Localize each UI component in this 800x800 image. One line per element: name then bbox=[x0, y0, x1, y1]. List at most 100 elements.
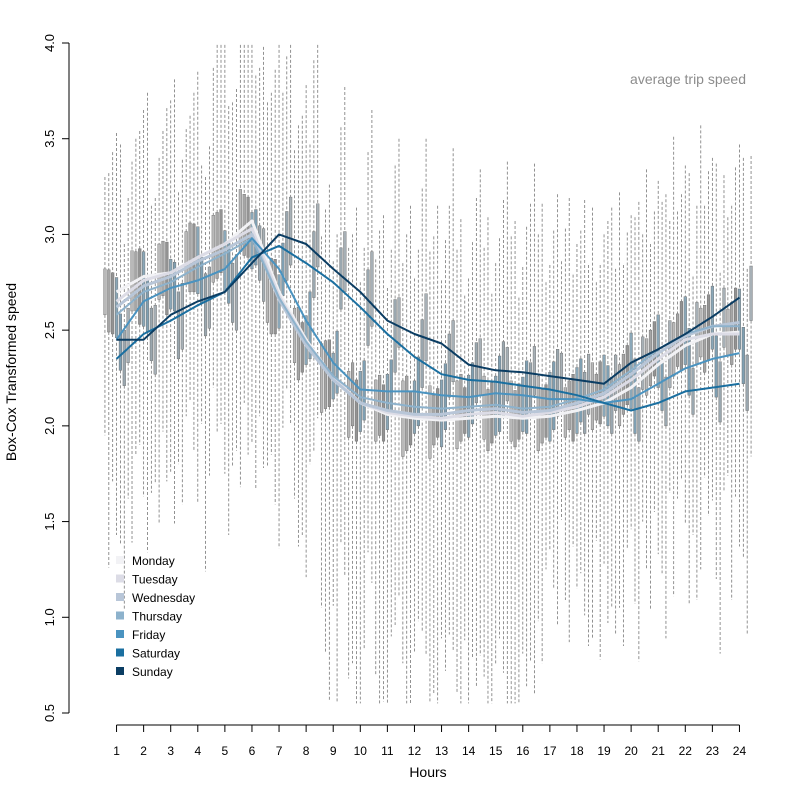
box bbox=[602, 354, 606, 417]
box bbox=[142, 251, 146, 327]
x-tick-label: 16 bbox=[516, 744, 530, 758]
box bbox=[443, 363, 447, 430]
x-tick-label: 14 bbox=[462, 744, 476, 758]
x-tick-label: 18 bbox=[570, 744, 584, 758]
y-tick-label: 3.0 bbox=[42, 225, 57, 243]
box bbox=[482, 375, 486, 440]
legend-swatch bbox=[116, 630, 124, 638]
legend-label: Monday bbox=[132, 554, 175, 568]
box bbox=[169, 259, 173, 310]
box bbox=[556, 349, 560, 417]
y-tick-label: 4.0 bbox=[42, 34, 57, 52]
x-tick-label: 22 bbox=[679, 744, 693, 758]
box bbox=[188, 222, 192, 293]
y-axis-label: Box-Cox Transformed speed bbox=[3, 283, 19, 461]
series-line-friday bbox=[115, 237, 740, 404]
box bbox=[269, 258, 273, 335]
box bbox=[122, 329, 126, 386]
x-tick-label: 1 bbox=[113, 744, 120, 758]
series-lines bbox=[115, 219, 741, 422]
legend-swatch bbox=[116, 574, 124, 583]
x-tick-label: 11 bbox=[381, 744, 394, 758]
series-line-sunday bbox=[116, 233, 741, 385]
boxplot-layer bbox=[103, 44, 753, 704]
box bbox=[474, 342, 478, 404]
box bbox=[579, 358, 583, 423]
x-tick-label: 12 bbox=[408, 744, 422, 758]
legend-label: Wednesday bbox=[132, 591, 195, 605]
y-tick-label: 1.5 bbox=[42, 513, 57, 531]
x-ticks: 1 2 3 4 5 6 7 8 9 10 11 12 13 14 15 16 17 18 19 20 21 22 23 24 bbox=[113, 725, 746, 758]
box bbox=[749, 265, 753, 321]
x-tick-label: 23 bbox=[706, 744, 720, 758]
legend-label: Friday bbox=[132, 628, 165, 642]
box bbox=[219, 209, 223, 273]
x-tick-label: 10 bbox=[354, 744, 368, 758]
legend-swatch bbox=[116, 648, 124, 657]
box bbox=[157, 243, 161, 300]
legend-swatch bbox=[116, 556, 124, 564]
box bbox=[521, 376, 525, 432]
box bbox=[184, 231, 188, 285]
box bbox=[734, 287, 738, 350]
box bbox=[180, 283, 184, 350]
x-tick-label: 24 bbox=[733, 744, 747, 758]
box bbox=[428, 385, 432, 459]
box bbox=[741, 327, 745, 384]
legend-swatch bbox=[116, 611, 124, 620]
legend-label: Sunday bbox=[132, 665, 173, 679]
x-tick-label: 20 bbox=[624, 744, 638, 758]
box bbox=[714, 335, 718, 398]
chart-title: average trip speed bbox=[630, 71, 746, 87]
x-tick-label: 17 bbox=[543, 744, 557, 758]
x-tick-label: 4 bbox=[194, 744, 201, 758]
x-tick-label: 2 bbox=[140, 744, 147, 758]
box bbox=[393, 299, 397, 373]
box bbox=[737, 288, 742, 350]
box bbox=[447, 333, 451, 398]
box bbox=[745, 354, 749, 411]
legend-swatch bbox=[116, 593, 124, 601]
box bbox=[292, 307, 297, 363]
y-tick-label: 2.5 bbox=[42, 321, 57, 339]
y-tick-label: 0.5 bbox=[42, 704, 57, 722]
box bbox=[231, 262, 235, 323]
box bbox=[397, 297, 401, 348]
box bbox=[424, 293, 428, 361]
box bbox=[683, 296, 687, 365]
y-tick-label: 3.5 bbox=[42, 130, 57, 148]
box bbox=[316, 203, 320, 268]
box bbox=[335, 330, 339, 394]
x-tick-label: 13 bbox=[435, 744, 449, 758]
box bbox=[552, 361, 556, 430]
box bbox=[637, 387, 641, 442]
box bbox=[699, 307, 703, 358]
box bbox=[215, 212, 219, 279]
axes: 0.51.01.52.02.53.03.54.0 1 2 3 4 5 6 7 8 9 10 11 12… bbox=[42, 34, 746, 758]
box bbox=[246, 196, 250, 258]
box bbox=[107, 269, 111, 333]
box bbox=[103, 268, 107, 316]
box bbox=[378, 374, 382, 436]
legend-label: Saturday bbox=[132, 647, 180, 661]
box bbox=[370, 251, 374, 327]
box bbox=[354, 379, 358, 442]
box bbox=[718, 361, 722, 423]
y-ticks: 0.5 1.0 1.5 2.0 2.5 3.0 3.5 4.0 bbox=[42, 34, 69, 722]
legend-label: Thursday bbox=[132, 610, 182, 624]
box bbox=[176, 291, 181, 360]
box bbox=[153, 305, 157, 375]
legend: Monday Tuesday Wednesday Thursday Friday Satu… bbox=[116, 554, 195, 679]
y-tick-label: 2.0 bbox=[42, 417, 57, 435]
series-line-thursday bbox=[115, 237, 740, 410]
x-tick-label: 9 bbox=[330, 744, 337, 758]
series-line-wednesday bbox=[115, 232, 740, 416]
box bbox=[575, 367, 579, 434]
box bbox=[281, 242, 285, 296]
box bbox=[323, 340, 328, 409]
box bbox=[234, 254, 239, 331]
box bbox=[660, 360, 664, 411]
box bbox=[343, 231, 347, 293]
box bbox=[126, 307, 130, 363]
